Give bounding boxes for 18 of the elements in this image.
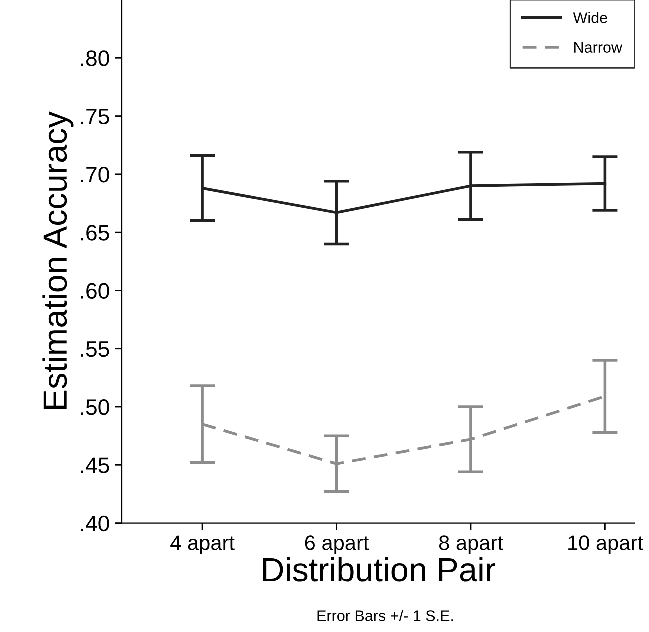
y-tick-label: .60 bbox=[81, 283, 110, 299]
x-tick-label: 8 apart bbox=[439, 536, 504, 555]
x-axis-title: Distribution Pair bbox=[263, 557, 496, 582]
y-tick-label: .45 bbox=[81, 458, 110, 474]
y-tick-label: .70 bbox=[81, 166, 110, 183]
legend-label: Wide bbox=[573, 12, 608, 24]
y-tick-label: .50 bbox=[81, 400, 110, 416]
y-axis-title: Estimation Accuracy bbox=[42, 112, 74, 409]
y-tick-label: .65 bbox=[81, 225, 110, 241]
y-tick-label: .80 bbox=[81, 50, 110, 66]
x-tick-label: 6 apart bbox=[305, 536, 370, 555]
x-tick-label: 10 apart bbox=[568, 536, 644, 555]
y-tick-label: .55 bbox=[81, 342, 110, 358]
x-tick-label: 4 apart bbox=[170, 536, 235, 555]
text: Error Bars +/- 1 S.E. bbox=[318, 610, 454, 622]
legend-label: Narrow bbox=[574, 42, 623, 53]
y-tick-label: .40 bbox=[81, 516, 110, 532]
y-tick-label: .75 bbox=[81, 109, 110, 125]
